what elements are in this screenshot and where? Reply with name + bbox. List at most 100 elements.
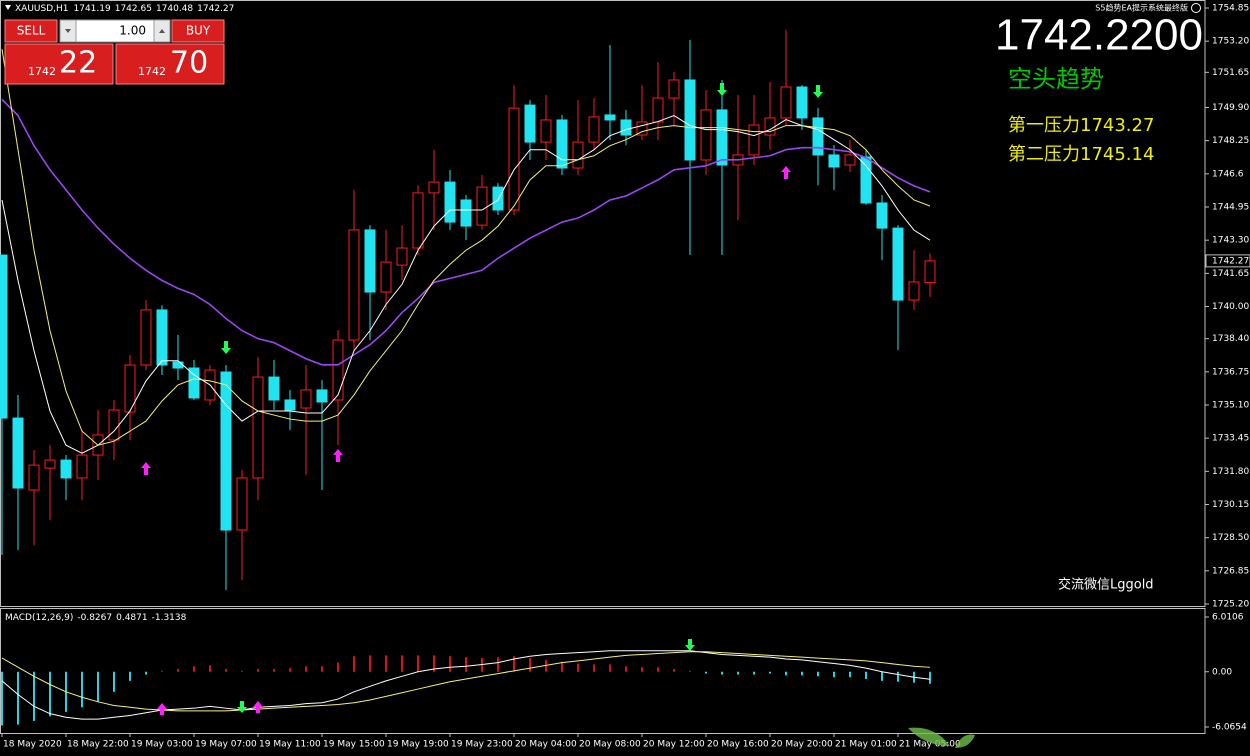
y-tick-label: 1751.65 [1212, 68, 1249, 78]
candle-body [444, 181, 456, 223]
candle-body [764, 117, 776, 136]
histogram-last: -1.3138 [152, 613, 187, 623]
last-low: 1740.48 [156, 4, 193, 14]
sell-button[interactable] [4, 19, 58, 43]
sell-label[interactable]: SELL [17, 24, 46, 38]
candle-body [300, 389, 312, 409]
candle-body [652, 97, 664, 123]
candle-body [556, 119, 568, 169]
moving-average [1, 114, 931, 454]
ea-name: S5趋势EA提示系统最终版 [1095, 3, 1188, 13]
candle-body [748, 124, 760, 156]
y-tick-label: 1748.25 [1212, 136, 1249, 146]
sell-arrow [237, 701, 247, 713]
macd-panel-border [0, 608, 1206, 734]
candle-body [172, 361, 184, 369]
current-price: 1742.27 [1212, 256, 1249, 266]
candle-body [60, 459, 72, 479]
x-tick-label: 19 May 19:00 [387, 740, 449, 750]
candle-body [364, 229, 376, 293]
last-close: 1742.27 [197, 4, 234, 14]
x-tick-label: 18 May 2020 [3, 740, 62, 750]
symbol: XAUUSD,H1 [15, 4, 69, 14]
candle-body [0, 254, 8, 419]
up-icon [159, 29, 165, 33]
y-tick-label: 1730.15 [1212, 500, 1249, 510]
y-tick-label: 1753.20 [1212, 37, 1249, 47]
ask-box[interactable] [115, 43, 225, 85]
y-tick-label: -6.0654 [1212, 723, 1247, 733]
macd-title: MACD(12,26,9) [5, 613, 73, 623]
x-tick-label: 21 May 05:00 [899, 740, 961, 750]
x-tick-label: 20 May 20:00 [771, 740, 833, 750]
candle-body [812, 117, 824, 156]
candle-body [844, 154, 856, 166]
bid-box[interactable] [4, 43, 114, 85]
resistance-2: 第二压力1745.14 [1008, 144, 1154, 165]
y-tick-label: 1733.45 [1212, 434, 1249, 444]
chart-header: XAUUSD,H1 1741.19 1742.65 1740.48 1742.27 [15, 4, 234, 14]
candle-body [540, 119, 552, 143]
candle-body [12, 417, 24, 489]
x-tick-label: 20 May 12:00 [643, 740, 705, 750]
candle-body [396, 247, 408, 266]
buy-arrow [141, 462, 151, 475]
last-open: 1741.19 [74, 4, 111, 14]
y-tick-label: 1728.50 [1212, 533, 1249, 543]
y-tick-label: 1726.85 [1212, 566, 1249, 576]
moving-average [1, 49, 931, 446]
trend-label: 空头趋势 [1008, 65, 1104, 93]
buy-button[interactable] [171, 19, 225, 43]
y-tick-label: 1731.80 [1212, 467, 1249, 477]
candle-body [908, 281, 920, 301]
buy-arrow [333, 449, 343, 462]
x-tick-label: 19 May 15:00 [323, 740, 385, 750]
y-tick-label: 0.00 [1212, 667, 1232, 677]
plot-layer: 1754.85 1753.20 1751.65 1749.90 1748.25 1746.… [0, 4, 1250, 750]
candle-body [588, 116, 600, 143]
candle-body [684, 79, 696, 161]
y-tick-label: 1725.20 [1212, 600, 1249, 610]
candle-body [620, 119, 632, 136]
x-tick-label: 20 May 04:00 [515, 740, 577, 750]
current-price-box [1205, 254, 1250, 268]
down-icon [65, 29, 71, 33]
bid-suffix: 22 [59, 46, 97, 81]
y-tick-label: 1754.85 [1212, 4, 1249, 14]
resistance-2-value: 1745.14 [1080, 144, 1154, 165]
candle-body [332, 339, 344, 401]
candle-body [188, 367, 200, 399]
candle-body [252, 376, 264, 479]
ask-suffix: 70 [170, 46, 208, 81]
x-tick-label: 21 May 01:00 [835, 740, 897, 750]
resistance-1-value: 1743.27 [1080, 115, 1154, 136]
y-tick-label: 1749.90 [1212, 103, 1249, 113]
signal-last: 0.4871 [116, 613, 148, 623]
sell-arrow [813, 85, 823, 98]
candle-body [924, 260, 936, 284]
candle-body [108, 409, 120, 441]
contact: 交流微信Lggold [1058, 577, 1154, 593]
candle-body [828, 154, 840, 168]
candle-body [220, 371, 232, 531]
candle-body [700, 109, 712, 161]
buy-arrow [157, 703, 167, 715]
sell-arrow [685, 639, 695, 651]
leaf-decoration [908, 727, 975, 748]
candle-body [668, 79, 680, 99]
candle-body [268, 376, 280, 401]
symbol-icon [5, 5, 11, 10]
candle-body [636, 121, 648, 136]
buy-label[interactable]: BUY [186, 24, 211, 38]
x-tick-label: 19 May 11:00 [259, 740, 321, 750]
candle-body [316, 389, 328, 403]
candle-body [348, 229, 360, 341]
ask-prefix: 1742 [138, 65, 166, 78]
lot-value[interactable]: 1.00 [119, 24, 146, 38]
buy-arrow [781, 166, 791, 179]
candle-body [44, 459, 56, 469]
candle-body [140, 309, 152, 366]
